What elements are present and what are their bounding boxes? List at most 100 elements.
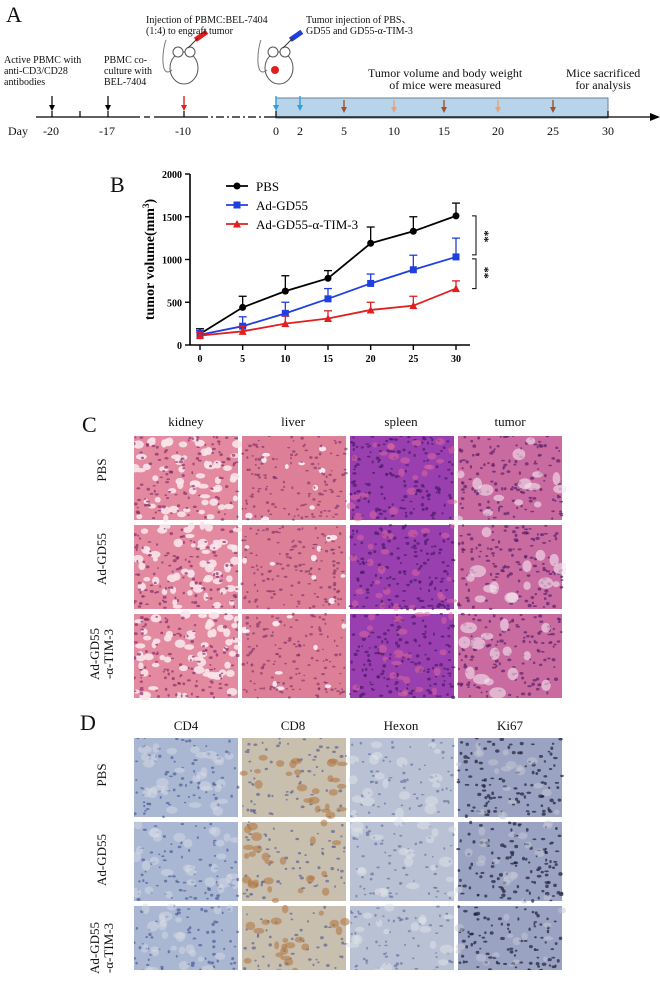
row-header-ad-gd55: Ad-GD55 [95,820,109,900]
significance-brackets: ** ** [472,216,492,289]
timeline-tick: 25 [547,126,559,137]
series-1 [196,238,460,338]
column-header-hexon: Hexon [349,718,453,734]
note-active-pbmc: Active PBMC with anti-CD3/CD28 antibodie… [4,55,81,88]
y-tick-label: 2000 [162,170,182,181]
column-header-liver: liver [241,414,345,430]
x-tick-label: 15 [323,354,333,365]
note-sacrificed: Mice sacrificed for analysis [566,67,640,91]
x-tick-label: 30 [451,354,461,365]
histology-image-grid [134,436,566,706]
column-header-cd8: CD8 [241,718,345,734]
note-measured: Tumor volume and body weight of mice wer… [368,67,522,91]
column-header-ki67: Ki67 [458,718,562,734]
image-background [242,436,346,520]
image-background [134,525,238,609]
histology-image-tumor [457,613,562,699]
data-point [234,202,241,209]
data-point [239,304,246,311]
timeline-tick: 5 [341,126,347,137]
timeline-tick: 2 [297,126,303,137]
bracket-upper [472,216,476,255]
data-point [325,275,332,282]
x-tick-label: 5 [240,354,245,365]
mouse-icon [258,30,303,84]
image-background [242,906,346,970]
image-background [458,436,562,520]
timeline-tick: -20 [43,126,59,137]
x-tick-label: 20 [366,354,376,365]
x-tick-label: 0 [198,354,203,365]
data-point [410,266,417,273]
data-point [453,253,460,260]
data-point [367,240,374,247]
x-tick-label: 10 [280,354,290,365]
histology-image-liver [241,436,348,522]
row-header-ad-gd55: Ad-GD55 [95,519,109,599]
data-point [453,212,460,219]
timeline-tick: -10 [175,126,191,137]
ihc-image-Ki67 [455,821,563,904]
column-header-spleen: spleen [349,414,453,430]
data-point [410,228,417,235]
legend-label: PBS [256,179,279,194]
significance-label: ** [478,267,492,279]
legend-label: Ad-GD55 [256,198,308,213]
data-point [234,183,241,190]
timeline-day-label: Day [8,126,28,137]
histology-image-kidney [134,610,241,700]
ihc-image-Ki67 [456,738,564,820]
ihc-image-CD4 [134,738,239,818]
histology-image-spleen [349,524,457,611]
timeline-tick: -17 [99,126,115,137]
column-header-cd4: CD4 [134,718,238,734]
chart-legend: PBS Ad-GD55 Ad-GD55-α-TIM-3 [226,179,358,232]
y-tick-label: 500 [167,298,182,309]
timeline-tick: 20 [492,126,504,137]
data-point [325,295,332,302]
ihc-image-Ki67 [455,905,566,970]
column-header-kidney: kidney [134,414,238,430]
column-header-tumor: tumor [458,414,562,430]
ihc-image-CD4 [134,903,239,970]
ihc-image-Hexon [346,738,454,819]
histology-image-liver [241,613,346,699]
significance-label: ** [478,230,492,242]
timeline-tick: 10 [388,126,400,137]
mouse-icon [163,30,208,84]
ihc-image-CD8 [240,738,348,819]
legend-label: Ad-GD55-α-TIM-3 [256,217,358,232]
note-tumor-injection: Tumor injection of PBS、 GD55 and GD55-α-… [306,15,413,37]
image-background [458,738,562,817]
y-axis-label: tumor volume(mm3) [141,199,158,321]
ihc-image-CD4 [134,821,239,901]
histology-image-kidney [134,436,242,522]
histology-image-tumor [457,524,566,610]
histology-image-liver [241,525,346,609]
tumor-volume-chart: 0500100015002000051015202530Daytumor vol… [140,160,520,370]
data-point [282,288,289,295]
panel-b-letter: B [110,172,125,198]
data-point [452,285,460,293]
y-tick-label: 0 [177,341,182,352]
ihc-image-grid [134,738,566,970]
data-point [367,280,374,287]
histology-image-spleen [349,612,455,699]
row-header-ad-gd55-tim3: Ad-GD55-α-TIM-3 [88,908,116,988]
timeline-tick: 15 [438,126,450,137]
y-tick-label: 1000 [162,256,182,267]
histology-image-spleen [347,436,458,521]
y-tick-label: 1500 [162,213,182,224]
ihc-image-Hexon [345,903,454,970]
note-injection-pbmc: Injection of PBMC:BEL-7404 (1:4) to engr… [146,15,268,37]
histology-image-kidney [134,521,242,609]
panel-d-letter: D [80,710,96,736]
bracket-lower [472,259,476,289]
timeline-tick: 30 [602,126,614,137]
note-coculture: PBMC co- culture with BEL-7404 [104,55,152,88]
row-header-ad-gd55-tim3: Ad-GD55-α-TIM-3 [88,614,116,694]
ihc-image-CD8 [242,820,346,903]
ihc-image-Hexon [350,819,457,901]
timeline-tick: 0 [273,126,279,137]
row-header-pbs: PBS [95,430,109,510]
